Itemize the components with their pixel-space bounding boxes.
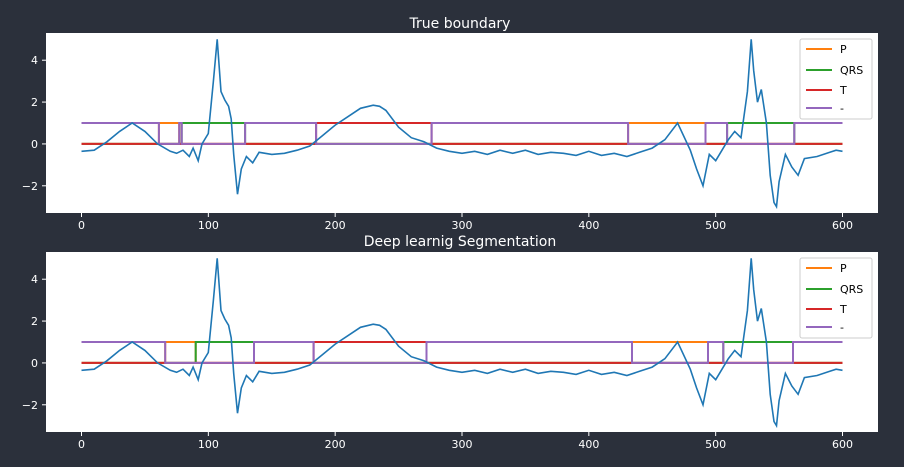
chart-panel-deep-learning: Deep learnig Segmentation 0 100 200 300 400 5… bbox=[22, 234, 878, 451]
y-tick-label: 2 bbox=[31, 96, 38, 109]
chart-title-true-boundary: True boundary bbox=[409, 16, 511, 32]
x-tick-label: 100 bbox=[198, 219, 219, 232]
x-tick-label: 500 bbox=[705, 438, 726, 451]
x-tick-label: 600 bbox=[832, 219, 853, 232]
y-tick-label: 4 bbox=[31, 273, 38, 286]
legend-box bbox=[799, 38, 873, 120]
legend-label-p: P bbox=[840, 43, 847, 56]
legend-box bbox=[799, 257, 873, 339]
y-tick-label: −2 bbox=[22, 399, 38, 412]
y-tick-label: 0 bbox=[31, 138, 38, 151]
y-tick-label: 0 bbox=[31, 357, 38, 370]
y-tick-label: 2 bbox=[31, 315, 38, 328]
axis-ticks-deep-learning: 0 100 200 300 400 500 600 −2 0 2 4 bbox=[22, 273, 853, 451]
legend-deep-learning: P QRS T - bbox=[799, 257, 873, 339]
chart-panel-true-boundary: True boundary 0 100 200 300 400 500 600 −2 0 2 4 P… bbox=[22, 16, 878, 232]
legend-label-none: - bbox=[840, 102, 844, 115]
ecg-signal-line bbox=[81, 258, 843, 429]
y-tick-label: −2 bbox=[22, 180, 38, 193]
legend-label-p: P bbox=[840, 262, 847, 275]
x-tick-label: 600 bbox=[832, 438, 853, 451]
x-tick-label: 400 bbox=[578, 219, 599, 232]
x-tick-label: 100 bbox=[198, 438, 219, 451]
x-tick-label: 500 bbox=[705, 219, 726, 232]
legend-label-qrs: QRS bbox=[840, 64, 863, 77]
legend-label-t: T bbox=[839, 84, 847, 97]
y-tick-label: 4 bbox=[31, 54, 38, 67]
legend-true-boundary: P QRS T - bbox=[799, 38, 873, 120]
x-tick-label: 400 bbox=[578, 438, 599, 451]
ecg-signal-line bbox=[81, 39, 843, 210]
series-lines-true-boundary bbox=[81, 39, 843, 210]
legend-label-qrs: QRS bbox=[840, 283, 863, 296]
x-tick-label: 300 bbox=[452, 219, 473, 232]
axis-ticks-true-boundary: 0 100 200 300 400 500 600 −2 0 2 4 bbox=[22, 54, 853, 232]
x-tick-label: 200 bbox=[325, 438, 346, 451]
segment-line-none bbox=[81, 122, 843, 145]
series-lines-deep-learning bbox=[81, 258, 843, 429]
x-tick-label: 300 bbox=[452, 438, 473, 451]
x-tick-label: 0 bbox=[78, 438, 85, 451]
legend-label-t: T bbox=[839, 303, 847, 316]
x-tick-label: 200 bbox=[325, 219, 346, 232]
segment-line-none bbox=[81, 341, 843, 364]
chart-title-deep-learning: Deep learnig Segmentation bbox=[364, 234, 556, 250]
legend-label-none: - bbox=[840, 321, 844, 334]
x-tick-label: 0 bbox=[78, 219, 85, 232]
